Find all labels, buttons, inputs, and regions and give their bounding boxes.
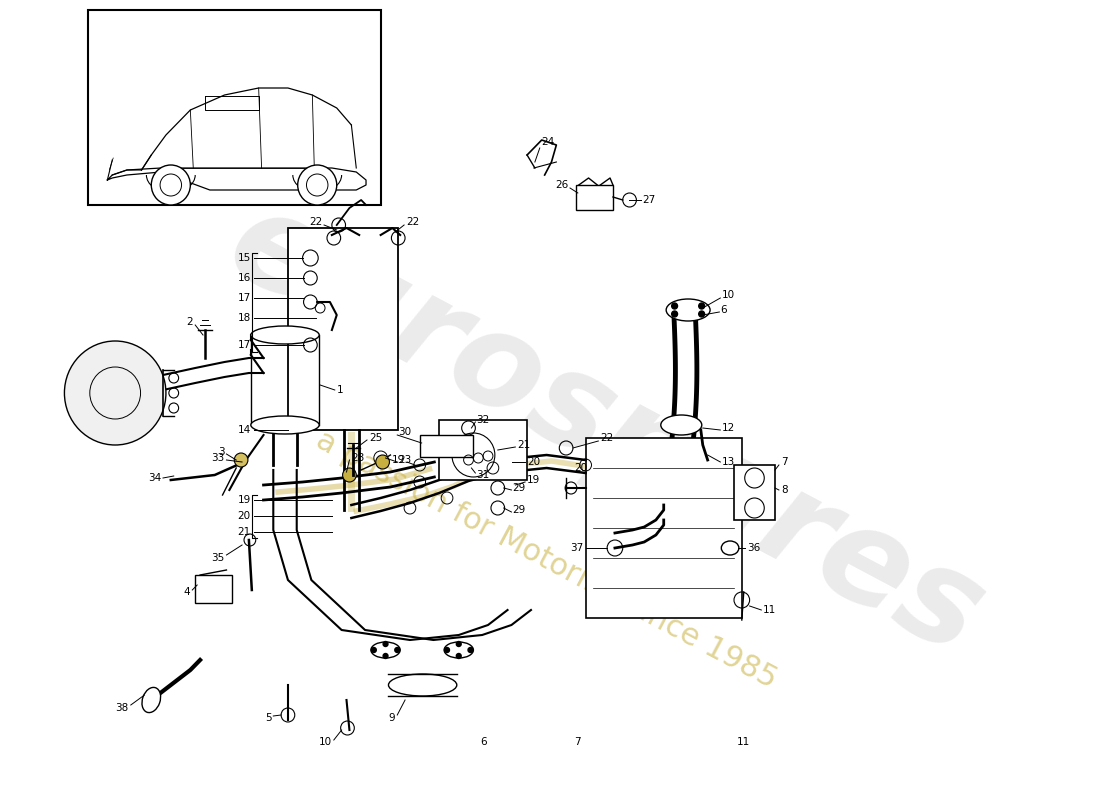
Bar — [585, 438, 741, 618]
Text: 16: 16 — [238, 273, 251, 283]
Ellipse shape — [251, 416, 319, 434]
Text: 20: 20 — [527, 457, 540, 467]
Text: 28: 28 — [351, 453, 364, 463]
Text: 21: 21 — [517, 440, 530, 450]
Text: 5: 5 — [265, 713, 272, 723]
Text: 32: 32 — [476, 415, 490, 425]
Ellipse shape — [142, 687, 161, 713]
Text: eurospares: eurospares — [207, 178, 1003, 682]
Circle shape — [383, 654, 388, 658]
Bar — [88, 10, 381, 205]
Circle shape — [456, 654, 461, 658]
Text: 22: 22 — [309, 217, 322, 227]
Text: 38: 38 — [116, 703, 129, 713]
Text: 29: 29 — [513, 483, 526, 493]
Text: 14: 14 — [238, 425, 251, 435]
Text: 25: 25 — [368, 433, 382, 443]
Text: 35: 35 — [211, 553, 224, 563]
Text: 17: 17 — [238, 340, 251, 350]
Circle shape — [698, 311, 705, 317]
Bar — [195, 575, 232, 603]
Text: 30: 30 — [398, 427, 411, 437]
Ellipse shape — [388, 674, 456, 696]
Text: 20: 20 — [238, 511, 251, 521]
Text: 7: 7 — [781, 457, 788, 467]
Text: 34: 34 — [147, 473, 161, 483]
Text: 36: 36 — [747, 543, 760, 553]
Text: 22: 22 — [406, 217, 419, 227]
Text: 2: 2 — [187, 317, 194, 327]
Text: a passion for Motoring since 1985: a passion for Motoring since 1985 — [311, 426, 782, 694]
Text: 19: 19 — [238, 495, 251, 505]
Text: 7: 7 — [574, 737, 581, 747]
Bar — [734, 465, 776, 520]
Bar — [420, 435, 473, 457]
Circle shape — [456, 642, 461, 646]
Text: 4: 4 — [184, 587, 190, 597]
Text: 18: 18 — [238, 313, 251, 323]
Text: 9: 9 — [388, 713, 395, 723]
Text: 6: 6 — [481, 737, 487, 747]
Text: 10: 10 — [723, 290, 736, 300]
Circle shape — [444, 647, 450, 653]
Circle shape — [376, 455, 389, 469]
Text: 20: 20 — [574, 463, 587, 473]
Circle shape — [298, 165, 337, 205]
Ellipse shape — [251, 326, 319, 344]
Text: 21: 21 — [238, 527, 251, 537]
Text: 19: 19 — [392, 455, 405, 465]
Circle shape — [152, 165, 190, 205]
Circle shape — [342, 468, 356, 482]
Text: 26: 26 — [554, 180, 568, 190]
Text: 27: 27 — [642, 195, 656, 205]
Text: 13: 13 — [723, 457, 736, 467]
Circle shape — [698, 303, 705, 309]
Circle shape — [672, 311, 678, 317]
Text: 1: 1 — [337, 385, 343, 395]
Text: 29: 29 — [513, 505, 526, 515]
Circle shape — [672, 303, 678, 309]
Ellipse shape — [444, 642, 473, 658]
Circle shape — [372, 647, 376, 653]
Ellipse shape — [667, 299, 711, 321]
Text: 23: 23 — [398, 455, 411, 465]
Text: 12: 12 — [723, 423, 736, 433]
Text: 22: 22 — [601, 433, 614, 443]
Circle shape — [395, 647, 399, 653]
Text: 6: 6 — [720, 305, 727, 315]
Bar — [439, 420, 527, 480]
Text: 19: 19 — [527, 475, 540, 485]
Text: 33: 33 — [211, 453, 224, 463]
Ellipse shape — [371, 642, 400, 658]
Ellipse shape — [661, 415, 702, 435]
Circle shape — [383, 642, 388, 646]
Bar — [576, 185, 613, 210]
Bar — [288, 228, 398, 430]
Text: 15: 15 — [238, 253, 251, 263]
Text: 11: 11 — [763, 605, 777, 615]
Text: 11: 11 — [737, 737, 750, 747]
Circle shape — [234, 453, 248, 467]
Circle shape — [468, 647, 473, 653]
Text: 24: 24 — [541, 137, 556, 147]
Text: 31: 31 — [476, 470, 490, 480]
Text: 37: 37 — [571, 543, 584, 553]
Text: 8: 8 — [781, 485, 788, 495]
Circle shape — [65, 341, 166, 445]
Text: 17: 17 — [238, 293, 251, 303]
Text: 10: 10 — [319, 737, 332, 747]
Text: 3: 3 — [218, 447, 224, 457]
